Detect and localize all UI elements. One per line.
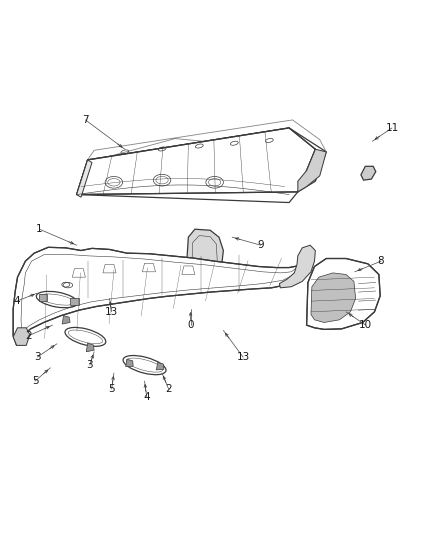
Polygon shape: [298, 149, 326, 192]
Text: 1: 1: [36, 224, 43, 234]
Text: 3: 3: [34, 352, 41, 362]
Text: 5: 5: [32, 376, 39, 386]
Polygon shape: [39, 294, 47, 301]
Polygon shape: [126, 359, 133, 367]
Polygon shape: [311, 273, 356, 322]
Polygon shape: [13, 247, 311, 345]
Text: 5: 5: [108, 384, 115, 394]
Text: 13: 13: [105, 307, 118, 317]
Text: 3: 3: [86, 360, 93, 370]
Polygon shape: [279, 245, 315, 288]
Polygon shape: [77, 160, 92, 197]
Text: 13: 13: [237, 352, 250, 362]
Text: 4: 4: [143, 392, 150, 402]
Text: 2: 2: [165, 384, 172, 394]
Text: 2: 2: [25, 331, 32, 341]
Text: 0: 0: [187, 320, 194, 330]
Polygon shape: [62, 316, 70, 324]
Polygon shape: [13, 328, 30, 345]
Text: 7: 7: [82, 115, 89, 125]
Polygon shape: [77, 128, 315, 195]
Polygon shape: [156, 362, 164, 370]
Text: 8: 8: [378, 256, 385, 266]
Polygon shape: [307, 259, 380, 329]
Text: 9: 9: [257, 240, 264, 250]
Text: 10: 10: [359, 320, 372, 330]
Text: 4: 4: [13, 296, 20, 306]
Polygon shape: [186, 229, 223, 277]
Polygon shape: [86, 343, 94, 352]
Polygon shape: [361, 166, 376, 180]
Text: 11: 11: [385, 123, 399, 133]
Polygon shape: [70, 298, 79, 305]
